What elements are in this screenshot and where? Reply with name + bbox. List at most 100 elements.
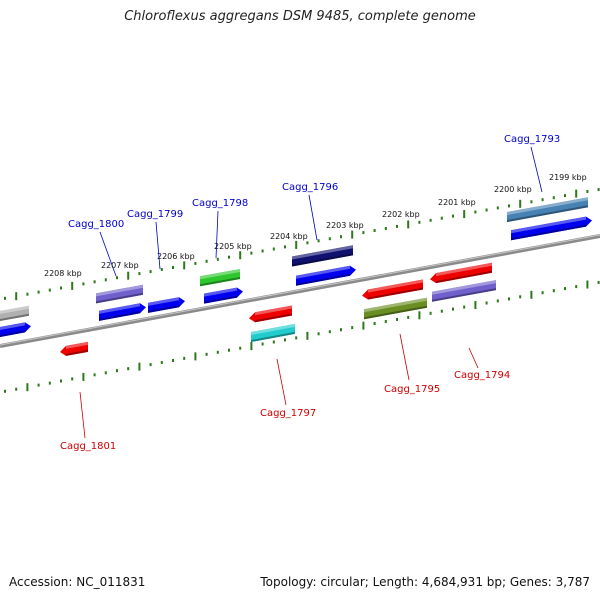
leader-line [468,347,479,369]
gene-feature-forward-arrow[interactable] [148,297,185,313]
gene-feature-reverse-lower[interactable] [432,280,496,302]
gene-feature-reverse-lower[interactable] [251,323,295,342]
minor-tick [116,276,118,280]
minor-tick [541,291,544,295]
minor-tick [351,326,354,330]
minor-tick [116,369,118,373]
minor-tick [4,389,6,393]
minor-tick [71,377,74,381]
page-title: Chloroflexus aggregans DSM 9485, complet… [124,9,476,24]
gene-feature-upper[interactable] [507,197,588,223]
gene-feature-upper[interactable] [200,269,240,287]
minor-tick [104,278,107,282]
gene-label-cagg-1795[interactable]: Cagg_1795 [384,384,440,395]
major-tick [463,210,466,219]
minor-tick [15,387,18,391]
gene-feature-upper[interactable] [0,305,29,321]
minor-tick [216,257,219,261]
gene-feature-reverse-arrow[interactable] [249,305,292,323]
genome-backbone-highlight [0,234,600,346]
kbp-label: 2200 kbp [494,185,532,194]
gene-feature-reverse-arrow[interactable] [430,262,492,284]
minor-tick [519,295,522,299]
kbp-label: 2208 kbp [44,269,82,278]
minor-tick [183,356,186,360]
gene-label-cagg-1793[interactable]: Cagg_1793 [504,134,560,145]
minor-tick [261,342,264,346]
minor-tick [194,261,197,265]
major-tick [138,362,141,371]
minor-tick [530,200,533,204]
leader-line [399,333,410,381]
major-tick [418,311,421,320]
minor-tick [586,190,589,193]
minor-tick [82,282,85,286]
gene-label-cagg-1797[interactable]: Cagg_1797 [260,408,316,419]
major-tick [474,301,477,309]
major-tick [586,280,589,289]
minor-tick [496,206,499,210]
gene-feature-forward-arrow[interactable] [204,287,243,304]
minor-tick [496,299,499,303]
minor-tick [440,216,443,220]
minor-tick [26,292,29,296]
major-tick [82,372,85,381]
kbp-label: 2202 kbp [382,210,420,219]
minor-tick [396,317,398,321]
major-tick [530,290,533,299]
gene-feature-forward-arrow[interactable] [511,216,592,241]
gene-feature-forward-arrow[interactable] [296,265,356,286]
gene-feature-reverse-lower[interactable] [364,297,427,320]
major-tick [407,220,410,229]
leader-line [530,146,543,193]
minor-tick [4,296,6,300]
gene-feature-forward-arrow[interactable] [0,322,31,337]
kbp-label: 2204 kbp [270,232,308,241]
minor-tick [429,218,432,222]
minor-tick [239,346,242,350]
minor-tick [396,224,398,228]
gene-label-cagg-1799[interactable]: Cagg_1799 [127,209,183,220]
minor-tick [228,348,230,352]
gene-label-cagg-1798[interactable]: Cagg_1798 [192,198,248,209]
leader-line [308,194,318,241]
minor-tick [138,272,141,276]
kbp-label: 2203 kbp [326,221,364,230]
major-tick [239,251,242,260]
minor-tick [250,251,253,255]
minor-tick [362,231,365,235]
minor-tick [48,288,51,292]
gene-feature-upper[interactable] [96,284,143,304]
label-leader-lines [79,146,543,439]
minor-tick [452,307,454,311]
minor-tick [60,286,62,290]
minor-tick [407,315,410,319]
kbp-label: 2201 kbp [438,198,476,207]
gene-feature-upper[interactable] [292,245,353,267]
minor-tick [440,309,443,313]
minor-tick [93,280,96,284]
gene-label-cagg-1801[interactable]: Cagg_1801 [60,441,116,452]
major-tick [15,292,18,301]
minor-tick [172,266,174,269]
minor-tick [317,332,320,336]
minor-tick [564,287,566,291]
gene-label-cagg-1796[interactable]: Cagg_1796 [282,182,338,193]
major-tick [575,189,578,198]
gene-features [0,197,592,356]
gene-feature-reverse-arrow[interactable] [60,341,88,356]
minor-tick [552,289,555,293]
minor-tick [149,363,152,367]
gene-feature-reverse-arrow[interactable] [362,279,423,300]
reverse-tick-row [4,280,600,393]
footer-accession: Accession: NC_011831 [9,575,146,589]
gene-label-cagg-1800[interactable]: Cagg_1800 [68,219,124,230]
major-tick [71,281,74,290]
gene-feature-forward-arrow[interactable] [99,303,146,321]
minor-tick [261,249,264,253]
minor-tick [216,350,219,354]
genome-backbone [0,234,600,348]
minor-tick [295,336,298,340]
gene-label-cagg-1794[interactable]: Cagg_1794 [454,370,510,381]
